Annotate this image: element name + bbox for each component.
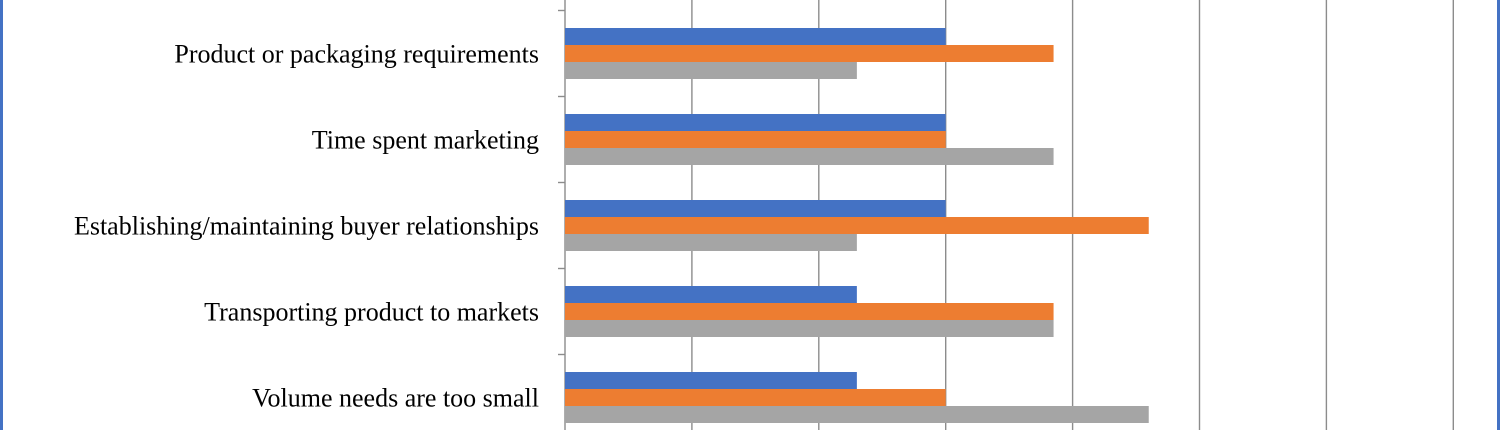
bar — [565, 45, 1054, 62]
bar — [565, 148, 1054, 165]
bar — [565, 131, 946, 148]
category-label: Establishing/maintaining buyer relations… — [74, 212, 539, 241]
bar — [565, 200, 946, 217]
bar — [565, 234, 857, 251]
bar — [565, 114, 946, 131]
category-label: Transporting product to markets — [204, 298, 539, 327]
bar — [565, 62, 857, 79]
bar — [565, 217, 1149, 234]
bar — [565, 303, 1054, 320]
bars — [565, 28, 1149, 423]
bar — [565, 372, 857, 389]
category-label: Time spent marketing — [312, 126, 539, 155]
category-axis — [558, 0, 566, 430]
category-label: Volume needs are too small — [252, 384, 539, 413]
category-labels: Product or packaging requirements Time sp… — [74, 40, 539, 413]
bar-chart: Product or packaging requirements Time sp… — [74, 0, 1455, 430]
category-label: Product or packaging requirements — [174, 40, 539, 69]
bar — [565, 286, 857, 303]
bar — [565, 406, 1149, 423]
bar — [565, 320, 1054, 337]
bar — [565, 389, 946, 406]
bar — [565, 28, 946, 45]
